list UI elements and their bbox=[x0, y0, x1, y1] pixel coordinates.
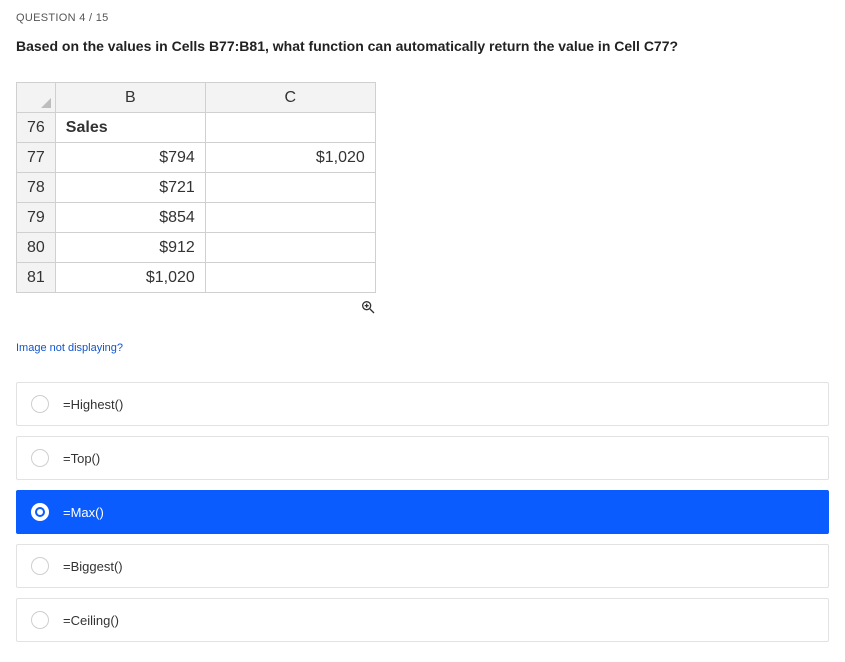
answer-option[interactable]: =Max() bbox=[16, 490, 829, 534]
radio-icon bbox=[31, 449, 49, 467]
row-header: 81 bbox=[17, 263, 56, 293]
spreadsheet-corner-cell bbox=[17, 83, 56, 113]
col-header-b: B bbox=[55, 83, 205, 113]
radio-icon bbox=[31, 395, 49, 413]
question-number: QUESTION 4 / 15 bbox=[16, 12, 829, 24]
radio-icon bbox=[31, 503, 49, 521]
image-not-displaying-link[interactable]: Image not displaying? bbox=[16, 342, 123, 354]
spreadsheet-table: B C 76Sales77$794$1,02078$72179$85480$91… bbox=[16, 82, 376, 293]
radio-icon bbox=[31, 611, 49, 629]
cell-c: $1,020 bbox=[205, 143, 375, 173]
cell-b: $912 bbox=[55, 233, 205, 263]
cell-c bbox=[205, 203, 375, 233]
answer-option-label: =Biggest() bbox=[63, 559, 123, 574]
cell-c bbox=[205, 263, 375, 293]
cell-b: $794 bbox=[55, 143, 205, 173]
answer-option[interactable]: =Top() bbox=[16, 436, 829, 480]
cell-b: $1,020 bbox=[55, 263, 205, 293]
answer-option[interactable]: =Highest() bbox=[16, 382, 829, 426]
row-header: 80 bbox=[17, 233, 56, 263]
answer-option-label: =Max() bbox=[63, 505, 104, 520]
radio-icon bbox=[31, 557, 49, 575]
col-header-c: C bbox=[205, 83, 375, 113]
answer-option-label: =Ceiling() bbox=[63, 613, 119, 628]
row-header: 77 bbox=[17, 143, 56, 173]
row-header: 78 bbox=[17, 173, 56, 203]
answer-option[interactable]: =Biggest() bbox=[16, 544, 829, 588]
answer-option-label: =Highest() bbox=[63, 397, 123, 412]
answer-option-label: =Top() bbox=[63, 451, 100, 466]
cell-c bbox=[205, 233, 375, 263]
cell-c bbox=[205, 113, 375, 143]
answer-option[interactable]: =Ceiling() bbox=[16, 598, 829, 642]
answer-options: =Highest() =Top() =Max() =Biggest() =Ceiling… bbox=[16, 382, 829, 642]
row-header: 79 bbox=[17, 203, 56, 233]
question-text: Based on the values in Cells B77:B81, wh… bbox=[16, 38, 829, 54]
cell-b: $854 bbox=[55, 203, 205, 233]
cell-b: $721 bbox=[55, 173, 205, 203]
cell-c bbox=[205, 173, 375, 203]
row-header: 76 bbox=[17, 113, 56, 143]
cell-b: Sales bbox=[55, 113, 205, 143]
zoom-icon[interactable] bbox=[358, 299, 376, 317]
